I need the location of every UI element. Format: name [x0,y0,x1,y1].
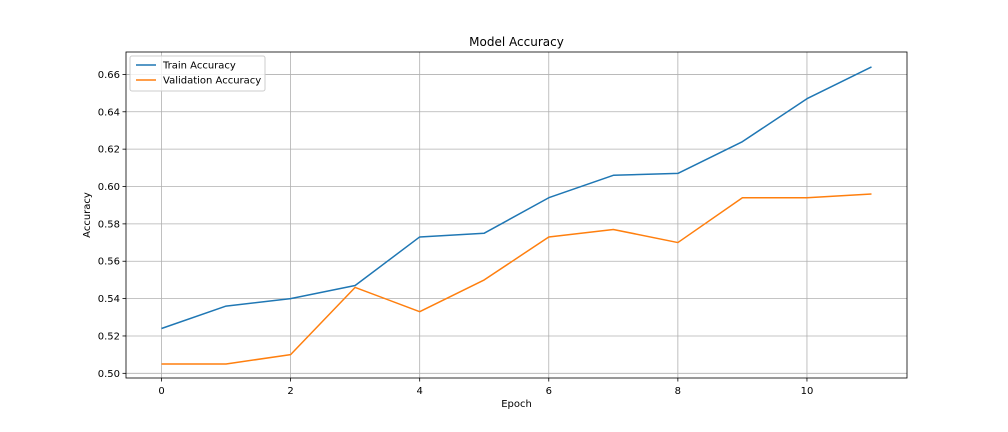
series-line-validation-accuracy [161,193,872,365]
y-tick-label: 0.54 [98,294,120,305]
x-tick-label: 8 [675,386,681,397]
y-tick-label: 0.64 [98,107,120,118]
x-tick-label: 4 [416,386,422,397]
x-axis-title: Epoch [501,399,532,410]
x-tick-label: 0 [158,386,164,397]
legend-label-train-accuracy: Train Accuracy [162,61,236,72]
y-tick-label: 0.60 [98,182,120,193]
y-tick-label: 0.66 [98,70,120,81]
legend-label-validation-accuracy: Validation Accuracy [163,76,261,87]
series-lines [161,66,872,365]
y-tick-label: 0.52 [98,331,120,342]
x-tick-label: 6 [546,386,552,397]
legend-box [129,55,266,92]
chart-title: Model Accuracy [469,35,564,49]
y-tick-label: 0.50 [98,369,120,380]
y-tick-label: 0.58 [98,219,120,230]
axis-ticks: 0 2 4 6 8 10 0.50 0.52 0.54 0.56 0.58 0.60 0.62 0.64 0… [98,70,814,397]
y-axis-title: Accuracy [82,192,93,238]
y-tick-label: 0.56 [98,257,120,268]
grid [126,52,907,378]
plot-frame [125,51,908,379]
x-tick-label: 2 [287,386,293,397]
x-tick-label: 10 [801,386,814,397]
y-tick-label: 0.62 [98,145,120,156]
series-line-train-accuracy [161,66,872,330]
legend: Train Accuracy Validation Accuracy [129,55,266,92]
